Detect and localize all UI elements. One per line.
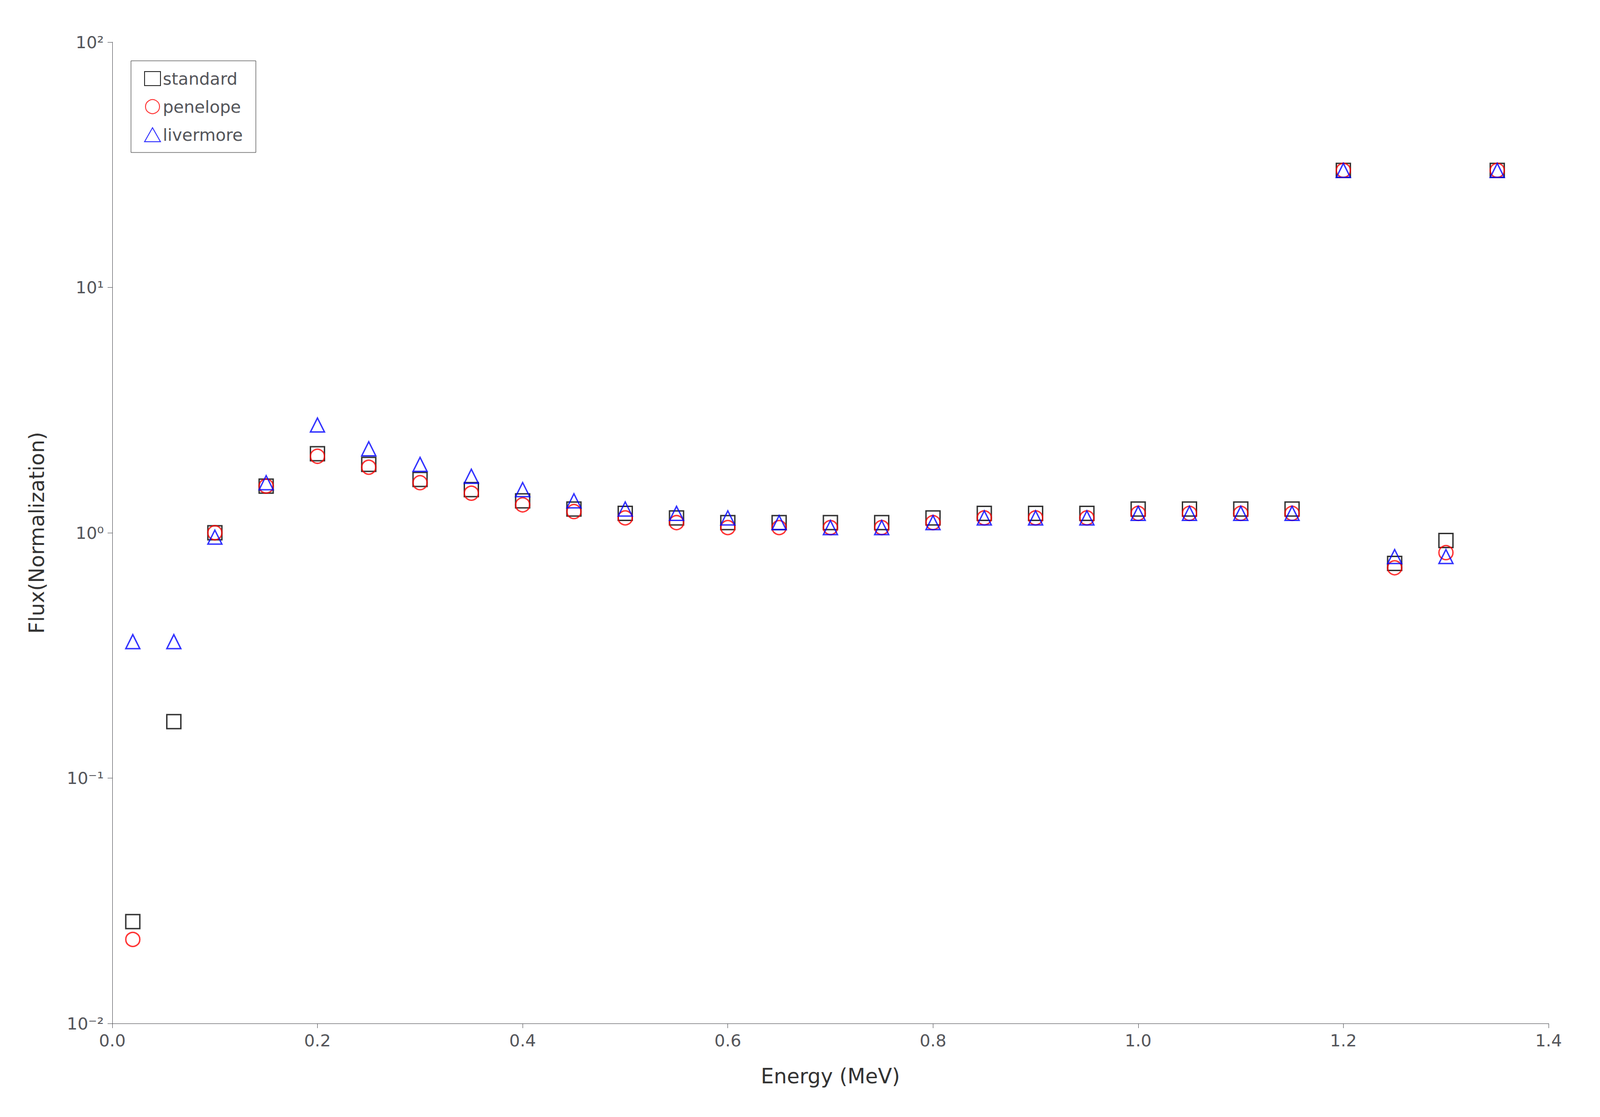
svg-text:0.0: 0.0 xyxy=(98,1031,126,1051)
svg-text:0.4: 0.4 xyxy=(509,1031,537,1051)
svg-text:10¹: 10¹ xyxy=(75,277,104,298)
svg-text:standard: standard xyxy=(162,69,238,89)
svg-text:1.0: 1.0 xyxy=(1124,1031,1152,1051)
svg-text:0.8: 0.8 xyxy=(919,1031,947,1051)
svg-text:penelope: penelope xyxy=(162,97,241,117)
svg-text:1.2: 1.2 xyxy=(1330,1031,1357,1051)
svg-text:10⁻¹: 10⁻¹ xyxy=(66,768,104,788)
svg-text:10⁻²: 10⁻² xyxy=(66,1014,104,1034)
svg-text:livermore: livermore xyxy=(162,125,243,145)
svg-text:Flux(Normalization): Flux(Normalization) xyxy=(24,431,49,634)
svg-text:1.4: 1.4 xyxy=(1534,1031,1562,1051)
svg-text:10²: 10² xyxy=(75,32,104,52)
svg-text:0.2: 0.2 xyxy=(304,1031,331,1051)
svg-text:Energy (MeV): Energy (MeV) xyxy=(760,1064,901,1089)
svg-text:10⁰: 10⁰ xyxy=(75,523,104,543)
svg-text:0.6: 0.6 xyxy=(714,1031,742,1051)
